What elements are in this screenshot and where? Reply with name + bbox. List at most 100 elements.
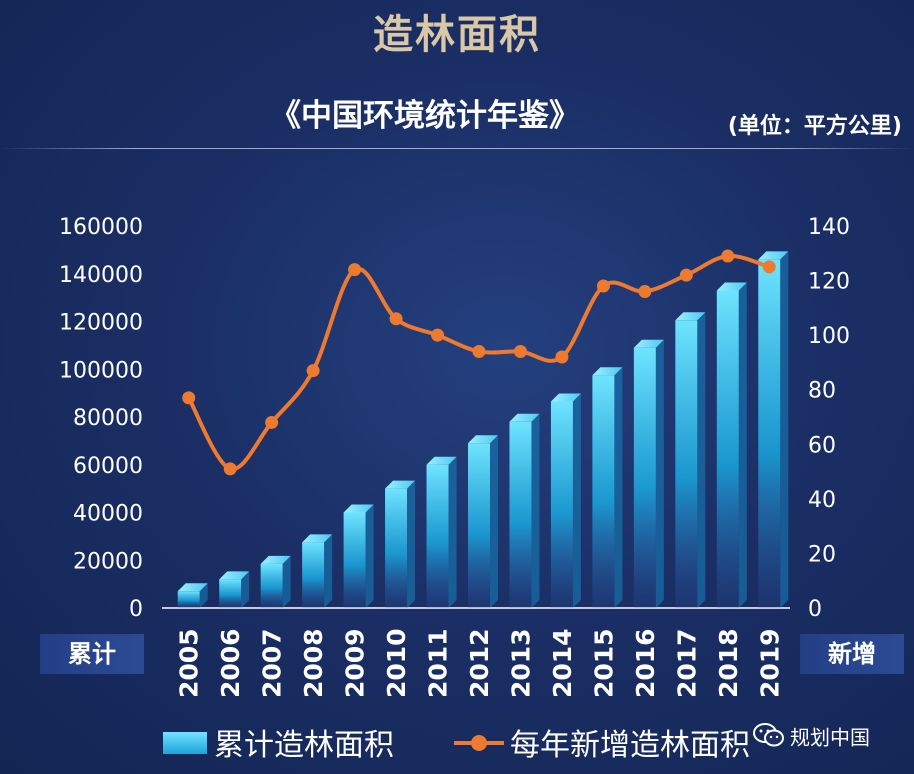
y-left-tick-label: 40000 <box>73 502 143 527</box>
bar-side <box>241 571 250 608</box>
x-tick-label: 2019 <box>755 628 784 698</box>
y-left-tick-label: 60000 <box>73 454 143 479</box>
x-tick-label: 2013 <box>506 628 535 698</box>
bar-side <box>407 480 416 608</box>
bar-top <box>716 282 747 291</box>
line-point-2013 <box>513 345 527 359</box>
x-tick-label: 2014 <box>548 628 577 698</box>
bar-side <box>365 504 374 608</box>
bar-2008 <box>302 534 333 608</box>
bar-front <box>260 563 283 608</box>
unit-label: (单位：平方公里) <box>727 114 902 139</box>
bar-front <box>675 320 698 608</box>
bar-top <box>385 480 416 489</box>
chart-subtitle: 《中国环境统计年鉴》 <box>270 98 580 134</box>
line-point-2008 <box>306 364 320 378</box>
y-left-tick-label: 80000 <box>73 406 143 431</box>
bar-front <box>550 401 573 608</box>
bar-2018 <box>716 282 747 608</box>
bar-2005 <box>177 583 208 608</box>
bar-side <box>490 435 498 608</box>
x-tick-label: 2012 <box>465 628 494 698</box>
y-right-tick-label: 80 <box>808 379 836 404</box>
bar-2010 <box>385 480 416 608</box>
bar-front <box>177 591 200 608</box>
bar-2019 <box>758 251 789 609</box>
divider-line <box>0 148 914 149</box>
line-point-2018 <box>721 249 735 263</box>
watermark: 规划中国 <box>752 722 870 752</box>
line-point-2007 <box>265 415 279 429</box>
x-tick-label: 2018 <box>714 628 743 698</box>
x-tick-label: 2010 <box>382 628 411 698</box>
bar-top <box>675 312 706 321</box>
bar-side <box>448 456 457 608</box>
y-right-tick-label: 100 <box>808 324 850 349</box>
bar-2014 <box>550 393 581 608</box>
watermark-text: 规划中国 <box>790 725 870 750</box>
bar-side <box>738 282 747 608</box>
line-point-2015 <box>596 279 610 293</box>
bar-front <box>509 421 532 608</box>
bar-top <box>468 435 498 444</box>
bar-front <box>468 443 490 608</box>
y-left-tick-label: 0 <box>129 597 143 622</box>
x-tick-label: 2009 <box>341 628 370 698</box>
x-tick-label: 2006 <box>216 628 245 698</box>
bar-2016 <box>633 339 664 608</box>
bar-top <box>260 555 291 564</box>
y-left-tick-label: 140000 <box>59 263 143 288</box>
bar-front <box>633 347 656 608</box>
x-tick-label: 2007 <box>258 628 287 698</box>
bar-side <box>614 367 623 608</box>
y-right-tick-label: 0 <box>808 597 822 622</box>
y-left-tick-label: 20000 <box>73 549 143 574</box>
bar-side <box>324 534 333 608</box>
bar-top <box>219 571 250 580</box>
wechat-icon <box>752 722 790 756</box>
bar-side <box>282 555 291 608</box>
line-point-2009 <box>348 263 362 277</box>
bar-front <box>302 542 325 608</box>
bar-side <box>531 413 540 608</box>
y-right-tick-label: 140 <box>808 215 850 240</box>
legend-line-marker <box>471 735 487 751</box>
bar-side <box>572 393 581 608</box>
line-point-2006 <box>223 462 237 476</box>
y-right-tick-label: 60 <box>808 433 836 458</box>
bar-side <box>780 251 789 609</box>
bar-2007 <box>260 555 291 608</box>
bar-top <box>426 456 457 465</box>
bar-top <box>509 413 540 422</box>
bar-top <box>343 504 374 513</box>
y-right-tick-label: 40 <box>808 488 836 513</box>
bar-front <box>426 464 449 608</box>
line-point-2012 <box>472 345 486 359</box>
legend-bar-label: 累计造林面积 <box>214 728 394 763</box>
y-right-tick-label: 120 <box>808 270 850 295</box>
line-point-2019 <box>762 260 776 274</box>
chart-legend: 累计造林面积 每年新增造林面积 <box>0 716 914 766</box>
bar-top <box>592 367 623 376</box>
bar-2017 <box>675 312 706 608</box>
bar-side <box>199 583 208 608</box>
y-left-tick-label: 160000 <box>59 215 143 240</box>
bar-2009 <box>343 504 374 608</box>
bar-top <box>550 393 581 402</box>
right-axis-tag: 新增 <box>800 634 904 674</box>
bar-top <box>633 339 664 348</box>
legend-bar-swatch <box>163 732 207 754</box>
bar-side <box>697 312 706 608</box>
line-point-2005 <box>182 391 196 405</box>
line-point-2014 <box>555 350 569 364</box>
bar-front <box>385 488 408 608</box>
bar-top <box>177 583 208 592</box>
bar-front <box>343 512 366 608</box>
bar-2006 <box>219 571 250 608</box>
legend-line-label: 每年新增造林面积 <box>510 728 750 763</box>
x-tick-label: 2016 <box>631 628 660 698</box>
bar-2015 <box>592 367 623 608</box>
bar-2013 <box>509 413 540 608</box>
page-title: 造林面积 <box>373 12 541 58</box>
